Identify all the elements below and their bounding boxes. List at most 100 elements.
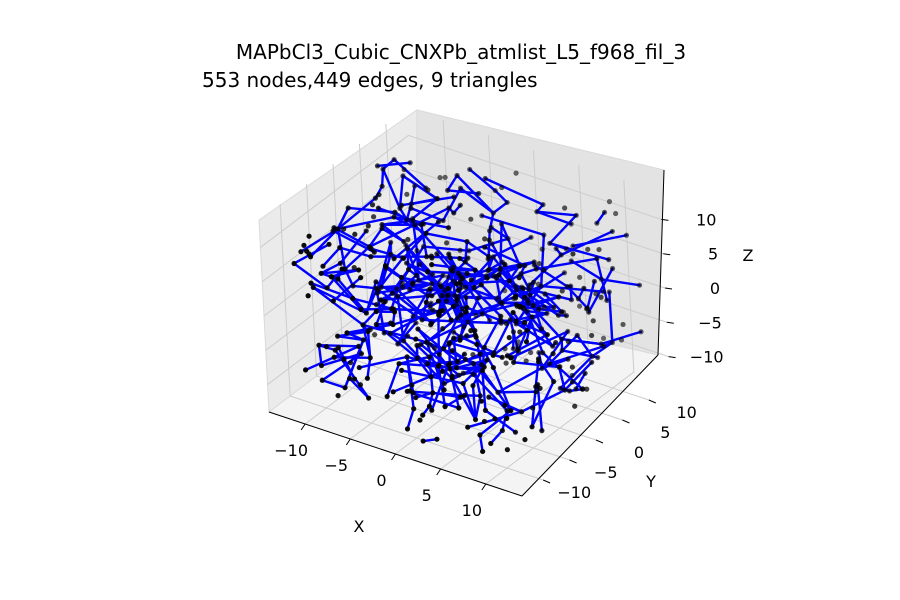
node — [436, 362, 442, 368]
node — [366, 395, 372, 401]
x-tick-label: 10 — [462, 501, 482, 520]
node — [499, 427, 505, 434]
node — [476, 190, 482, 197]
node — [572, 403, 578, 409]
node — [410, 217, 416, 224]
edge — [489, 226, 510, 240]
node — [458, 394, 464, 400]
node — [434, 436, 440, 442]
x-tick — [345, 438, 351, 446]
node — [439, 293, 445, 299]
node — [477, 432, 483, 438]
node — [456, 405, 462, 411]
node — [472, 416, 479, 423]
node — [604, 297, 610, 303]
node — [460, 380, 466, 387]
node — [446, 205, 452, 211]
edge — [559, 355, 594, 390]
node — [484, 275, 490, 281]
node — [620, 321, 626, 328]
node — [530, 405, 536, 411]
node — [535, 356, 542, 362]
node — [551, 304, 557, 311]
node — [428, 322, 434, 328]
node — [530, 302, 536, 309]
node — [373, 308, 379, 315]
node — [409, 382, 415, 388]
node — [609, 339, 615, 346]
edge — [339, 229, 368, 265]
node — [559, 347, 565, 353]
node — [504, 407, 510, 414]
node — [570, 251, 576, 257]
node — [414, 342, 420, 349]
node — [584, 305, 591, 311]
node — [450, 329, 457, 335]
edge — [506, 333, 549, 358]
node — [515, 339, 521, 345]
node — [533, 389, 539, 395]
node — [378, 297, 384, 303]
node — [521, 305, 527, 311]
node — [560, 309, 566, 315]
node — [589, 332, 595, 339]
node — [298, 249, 304, 255]
node — [356, 364, 362, 371]
edge — [570, 259, 603, 281]
node — [601, 209, 608, 215]
edge — [396, 295, 405, 343]
x-tick — [436, 468, 442, 476]
edge — [478, 409, 513, 437]
edge — [480, 214, 546, 237]
node — [428, 300, 434, 306]
node — [518, 409, 525, 415]
node — [502, 261, 508, 268]
edge — [385, 362, 401, 398]
node — [463, 309, 469, 315]
node — [379, 225, 385, 232]
node — [490, 210, 496, 216]
node — [556, 294, 562, 300]
edge — [512, 361, 561, 369]
node — [504, 199, 510, 206]
z-tick — [663, 253, 671, 256]
edge — [410, 184, 416, 206]
edge — [464, 296, 499, 300]
node — [509, 354, 515, 361]
node — [365, 223, 371, 229]
node — [411, 406, 417, 412]
edge — [586, 280, 596, 310]
node — [420, 221, 426, 227]
edge — [492, 329, 529, 357]
node — [464, 333, 470, 339]
node — [458, 312, 464, 318]
node — [429, 281, 435, 287]
edge — [493, 189, 509, 204]
node — [451, 210, 457, 216]
y-tick — [542, 479, 551, 484]
node — [582, 370, 588, 376]
node — [559, 336, 565, 342]
node — [510, 329, 517, 335]
node — [471, 284, 477, 291]
node — [506, 278, 513, 284]
node — [499, 184, 505, 191]
node — [417, 261, 423, 268]
edge — [450, 377, 477, 421]
node — [473, 334, 479, 340]
node — [470, 351, 476, 358]
node — [506, 335, 512, 341]
node — [488, 440, 494, 447]
node — [547, 240, 553, 246]
node — [562, 387, 568, 393]
node — [434, 251, 440, 257]
node — [569, 372, 575, 379]
node — [401, 238, 407, 245]
node — [440, 217, 446, 224]
node — [407, 160, 413, 166]
edge — [320, 262, 342, 275]
edge — [441, 187, 462, 222]
tick-marks — [300, 218, 676, 491]
node — [478, 398, 484, 404]
node — [487, 317, 493, 323]
